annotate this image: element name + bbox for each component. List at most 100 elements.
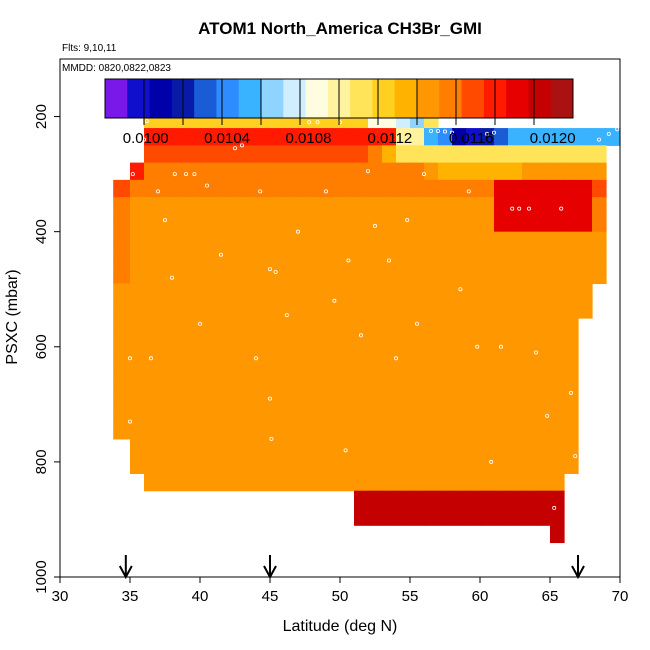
heatmap-cell: [340, 231, 355, 250]
y-tick-label: 800: [33, 449, 50, 474]
heatmap-cell: [536, 162, 551, 181]
heatmap-cell: [158, 266, 173, 285]
heatmap-cell: [298, 352, 313, 371]
flight-point: [517, 206, 522, 211]
heatmap-cell: [228, 283, 243, 302]
heatmap-cell: [382, 318, 397, 336]
heatmap-cell: [256, 162, 271, 181]
heatmap-cell: [480, 128, 495, 146]
heatmap-cell: [186, 300, 201, 319]
heatmap-cell: [242, 387, 257, 405]
heatmap-cell: [144, 179, 159, 198]
heatmap-cell: [438, 248, 453, 267]
flight-point: [197, 321, 202, 326]
heatmap-cell: [480, 438, 495, 457]
heatmap-cell: [186, 318, 201, 336]
heatmap-cell: [550, 352, 565, 371]
heatmap-cell: [494, 404, 509, 423]
heatmap-cell: [480, 387, 495, 405]
heatmap-cell: [438, 300, 453, 319]
heatmap-cell: [354, 145, 369, 164]
heatmap-cell: [466, 490, 481, 509]
heatmap-cell: [564, 145, 579, 164]
heatmap-cell: [536, 404, 551, 423]
heatmap-cell: [326, 318, 341, 336]
heatmap-cell: [312, 300, 327, 319]
flight-point: [267, 396, 272, 401]
heatmap-cell: [452, 507, 467, 526]
heatmap-cell: [466, 266, 481, 285]
heatmap-cell: [214, 197, 229, 215]
heatmap-cell: [172, 456, 187, 474]
heatmap-cell: [578, 214, 593, 233]
heatmap-cell: [564, 266, 579, 285]
heatmap-cell: [130, 387, 145, 405]
heatmap-cell: [214, 128, 229, 146]
heatmap-cell: [214, 266, 229, 285]
heatmap-cell: [382, 179, 397, 198]
heatmap-cell: [130, 438, 145, 457]
flight-point: [414, 321, 419, 326]
flight-point: [155, 189, 160, 194]
heatmap-cell: [550, 404, 565, 423]
heatmap-cell: [113, 387, 131, 405]
heatmap-cell: [522, 162, 537, 181]
heatmap-cell: [256, 352, 271, 371]
heatmap-cell: [480, 473, 495, 492]
heatmap-cell: [256, 421, 271, 440]
flight-point: [484, 131, 489, 136]
heatmap-cell: [144, 231, 159, 250]
heatmap-cell: [424, 179, 439, 198]
heatmap-cell: [256, 214, 271, 233]
heatmap-cell: [130, 318, 145, 336]
heatmap-cell: [144, 438, 159, 457]
heatmap-cell: [256, 300, 271, 319]
heatmap-cell: [214, 387, 229, 405]
heatmap-cell: [298, 369, 313, 388]
heatmap-cell: [494, 387, 509, 405]
heatmap-cell: [144, 248, 159, 267]
heatmap-cell: [144, 128, 159, 146]
heatmap-cell: [550, 490, 565, 509]
heatmap-cell: [228, 369, 243, 388]
flight-point: [183, 172, 188, 177]
heatmap-cell: [578, 300, 593, 319]
heatmap-cell: [494, 214, 509, 233]
heatmap-cell: [466, 421, 481, 440]
heatmap-cell: [368, 300, 383, 319]
flight-point: [466, 189, 471, 194]
flight-point: [127, 419, 132, 424]
heatmap-cell: [424, 507, 439, 526]
heatmap-cell: [354, 248, 369, 267]
heatmap-cell: [312, 231, 327, 250]
heatmap-cell: [480, 231, 495, 250]
heatmap-cell: [312, 456, 327, 474]
heatmap-cell: [424, 490, 439, 509]
heatmap-cell: [494, 266, 509, 285]
heatmap-cell: [536, 128, 551, 146]
heatmap-cell: [480, 369, 495, 388]
heatmap-cell: [270, 456, 285, 474]
heatmap-cell: [466, 318, 481, 336]
heatmap-cell: [508, 404, 523, 423]
heatmap-cell: [424, 145, 439, 164]
heatmap-cell: [228, 197, 243, 215]
heatmap-cell: [228, 456, 243, 474]
heatmap-cell: [312, 283, 327, 302]
heatmap-cell: [130, 179, 145, 198]
heatmap-cell: [172, 438, 187, 457]
heatmap-cell: [410, 456, 425, 474]
heatmap-cell: [270, 214, 285, 233]
heatmap-cell: [396, 179, 411, 198]
heatmap-cell: [424, 283, 439, 302]
heatmap-cell: [424, 352, 439, 371]
heatmap-cell: [284, 335, 299, 354]
heatmap-cell: [466, 387, 481, 405]
heatmap-cell: [438, 283, 453, 302]
heatmap-cell: [368, 179, 383, 198]
heatmap-cell: [270, 421, 285, 440]
heatmap-cell: [396, 335, 411, 354]
heatmap-cell: [130, 162, 145, 181]
heatmap-cell: [536, 507, 551, 526]
heatmap-cell: [200, 145, 215, 164]
